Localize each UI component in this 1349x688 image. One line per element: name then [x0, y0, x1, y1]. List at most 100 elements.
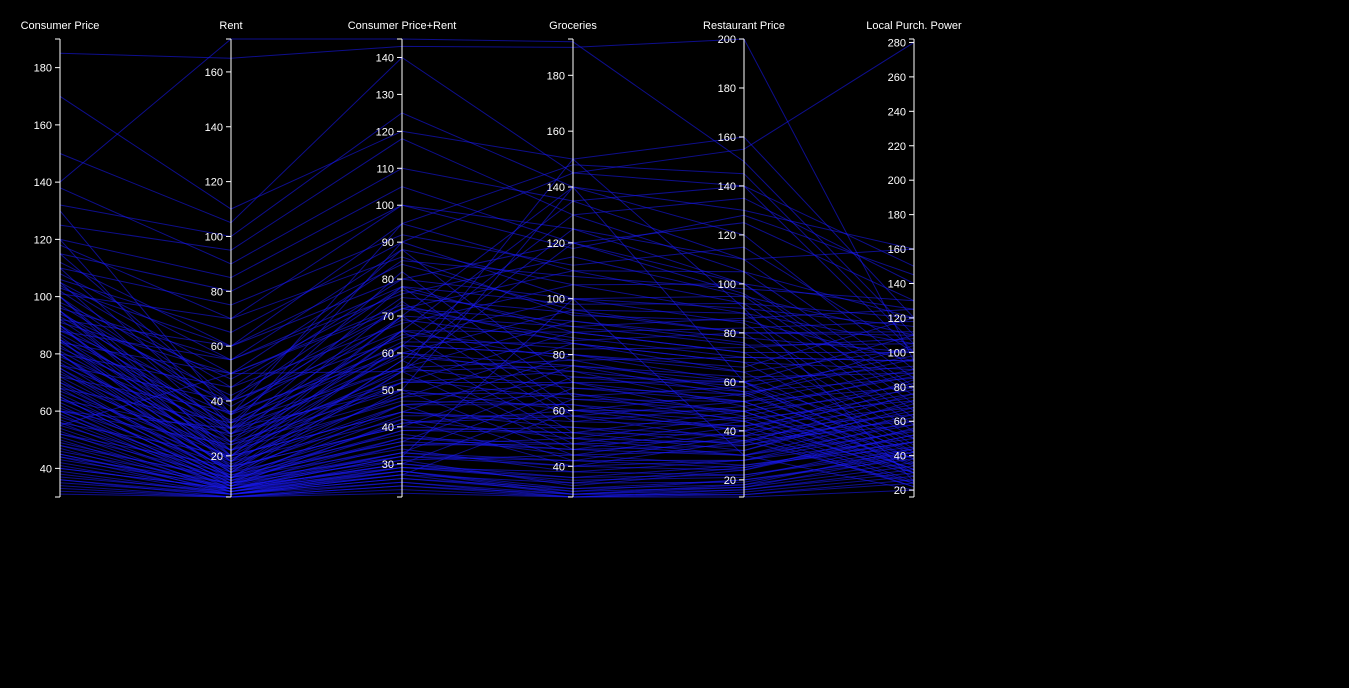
- data-line-76: [59, 458, 915, 493]
- tick-label-consumer-price-rent-60: 60: [382, 348, 394, 360]
- data-line-112: [59, 387, 915, 484]
- data-line-113: [59, 398, 915, 490]
- axis-title-consumer-price-rent: Consumer Price+Rent: [348, 20, 457, 32]
- tick-label-consumer-price-160: 160: [34, 120, 52, 132]
- data-line-22: [59, 285, 915, 361]
- data-line-8: [59, 204, 915, 320]
- tick-label-groceries-120: 120: [547, 238, 565, 250]
- tick-label-rent-80: 80: [211, 286, 223, 298]
- tick-label-local-purchasing-power-40: 40: [894, 451, 906, 463]
- data-line-74: [59, 455, 915, 495]
- data-line-97: [59, 382, 915, 488]
- tick-label-local-purchasing-power-20: 20: [894, 485, 906, 497]
- data-line-94: [59, 339, 915, 477]
- data-line-25: [59, 316, 915, 413]
- data-line-87: [59, 489, 915, 498]
- tick-label-restaurant-price-200: 200: [718, 34, 736, 46]
- tick-label-restaurant-price-60: 60: [724, 377, 736, 389]
- data-line-63: [59, 413, 915, 476]
- data-line-110: [59, 365, 915, 468]
- tick-label-consumer-price-180: 180: [34, 63, 52, 75]
- tick-label-rent-100: 100: [205, 231, 223, 243]
- data-line-98: [59, 396, 915, 488]
- axis-title-restaurant-price: Restaurant Price: [703, 20, 785, 32]
- tick-label-consumer-price-rent-140: 140: [376, 52, 394, 64]
- axis-rent[interactable]: 20 40 60 80 100 120 140 160 Rent: [205, 20, 243, 498]
- data-line-119: [59, 242, 915, 479]
- tick-label-local-purchasing-power-80: 80: [894, 382, 906, 394]
- data-line-32: [59, 336, 915, 451]
- tick-label-consumer-price-rent-120: 120: [376, 126, 394, 138]
- data-line-108: [59, 342, 915, 453]
- tick-label-local-purchasing-power-160: 160: [888, 244, 906, 256]
- tick-label-groceries-100: 100: [547, 294, 565, 306]
- tick-label-rent-140: 140: [205, 122, 223, 134]
- axis-consumer-price-rent[interactable]: 30 40 50 60 70 80 90 100 110 120 130 140 Consumer Pr…: [348, 20, 457, 498]
- data-line-111: [59, 376, 915, 479]
- tick-label-local-purchasing-power-100: 100: [888, 347, 906, 359]
- tick-label-consumer-price-60: 60: [40, 406, 52, 418]
- data-line-27: [59, 304, 915, 375]
- data-line-96: [59, 367, 915, 484]
- tick-label-restaurant-price-100: 100: [718, 279, 736, 291]
- axis-local-purchasing-power[interactable]: 20 40 60 80 100 120 140 160 180 200 220 240 260 280 Lo…: [866, 20, 962, 498]
- tick-label-groceries-40: 40: [553, 461, 565, 473]
- tick-label-consumer-price-rent-110: 110: [376, 163, 394, 175]
- data-line-101: [59, 256, 915, 412]
- axis-restaurant-price[interactable]: 20 40 60 80 100 120 140 160 180 200 Restaurant Pri…: [703, 20, 785, 498]
- data-line-66: [59, 420, 915, 479]
- tick-label-rent-20: 20: [211, 451, 223, 463]
- axis-title-groceries: Groceries: [549, 20, 597, 32]
- tick-label-local-purchasing-power-260: 260: [888, 72, 906, 84]
- data-line-14: [59, 260, 915, 375]
- data-line-88: [59, 248, 915, 439]
- axis-title-rent: Rent: [219, 20, 242, 32]
- data-line-123: [59, 158, 915, 482]
- tick-label-consumer-price-40: 40: [40, 463, 52, 475]
- data-line-35: [59, 344, 915, 457]
- data-line-18: [59, 256, 915, 362]
- data-line-42: [59, 364, 915, 438]
- tick-label-consumer-price-rent-70: 70: [382, 311, 394, 323]
- tick-label-local-purchasing-power-140: 140: [888, 278, 906, 290]
- data-lines: [59, 38, 915, 498]
- data-line-33: [59, 334, 915, 416]
- axis-title-consumer-price: Consumer Price: [21, 20, 100, 32]
- tick-label-groceries-140: 140: [547, 182, 565, 194]
- data-line-114: [59, 409, 915, 495]
- tick-label-restaurant-price-120: 120: [718, 230, 736, 242]
- tick-label-rent-120: 120: [205, 177, 223, 189]
- data-line-106: [59, 320, 915, 446]
- tick-label-consumer-price-rent-80: 80: [382, 274, 394, 286]
- data-line-5: [59, 112, 915, 250]
- tick-label-groceries-80: 80: [553, 350, 565, 362]
- tick-label-groceries-60: 60: [553, 405, 565, 417]
- tick-label-restaurant-price-80: 80: [724, 328, 736, 340]
- data-line-124: [59, 298, 915, 491]
- data-line-115: [59, 186, 915, 457]
- tick-label-consumer-price-rent-30: 30: [382, 459, 394, 471]
- data-line-92: [59, 310, 915, 470]
- tick-label-consumer-price-rent-50: 50: [382, 385, 394, 397]
- data-line-6: [59, 138, 915, 284]
- data-line-104: [59, 298, 915, 433]
- axis-consumer-price[interactable]: 40 60 80 100 120 140 160 180 Consumer Price: [21, 20, 100, 498]
- tick-label-restaurant-price-180: 180: [718, 83, 736, 95]
- tick-label-consumer-price-rent-90: 90: [382, 237, 394, 249]
- tick-label-consumer-price-rent-40: 40: [382, 422, 394, 434]
- tick-label-consumer-price-100: 100: [34, 292, 52, 304]
- tick-label-consumer-price-rent-100: 100: [376, 200, 394, 212]
- tick-label-rent-40: 40: [211, 396, 223, 408]
- axis-groceries[interactable]: 40 60 80 100 120 140 160 180 Groceries: [547, 20, 598, 498]
- tick-label-local-purchasing-power-240: 240: [888, 106, 906, 118]
- tick-label-consumer-price-140: 140: [34, 177, 52, 189]
- data-line-20: [59, 289, 915, 380]
- tick-label-local-purchasing-power-200: 200: [888, 175, 906, 187]
- data-line-118: [59, 228, 915, 473]
- data-line-75: [59, 441, 915, 487]
- tick-label-local-purchasing-power-60: 60: [894, 416, 906, 428]
- axis-title-local-purchasing-power: Local Purch. Power: [866, 20, 962, 32]
- data-line-9: [59, 204, 915, 292]
- data-line-120: [59, 172, 915, 430]
